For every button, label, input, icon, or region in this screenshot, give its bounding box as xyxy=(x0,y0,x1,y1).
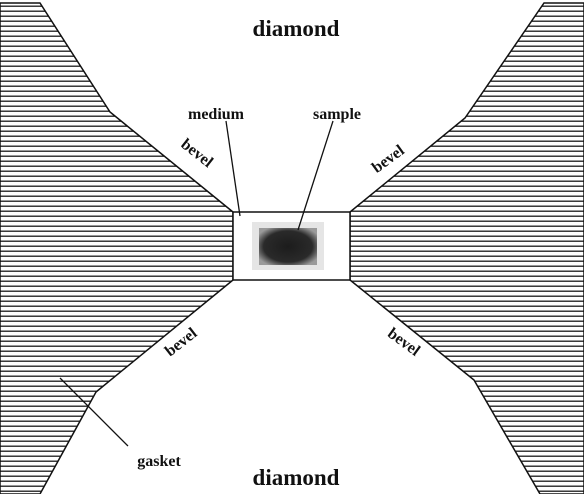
bevel-upper-left-label: bevel xyxy=(178,136,217,172)
gasket-right xyxy=(349,2,584,494)
medium-label: medium xyxy=(188,106,245,123)
gasket-left xyxy=(0,2,234,494)
sample-label: sample xyxy=(313,106,361,123)
gasket-leader-line xyxy=(59,377,129,447)
sample-leader-line xyxy=(297,120,334,231)
sample-block xyxy=(259,228,317,265)
diamond-top-label: diamond xyxy=(253,16,340,41)
gasket-label: gasket xyxy=(137,453,181,470)
diamond-bottom-label: diamond xyxy=(253,465,340,490)
medium-leader-line xyxy=(225,120,241,217)
